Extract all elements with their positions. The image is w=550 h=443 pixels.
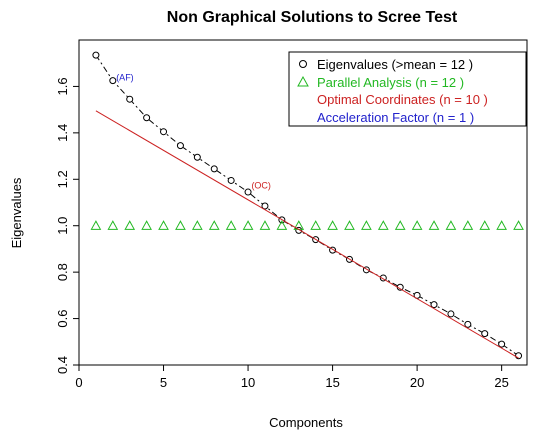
parallel-analysis-point: [445, 220, 457, 230]
parallel-analysis-point: [259, 220, 271, 230]
eigenvalue-point: [481, 330, 489, 338]
parallel-analysis-point: [90, 220, 102, 230]
x-tick-label: 5: [160, 375, 167, 390]
parallel-analysis-point: [191, 220, 203, 230]
parallel-analysis-point: [428, 220, 440, 230]
legend-box: [288, 51, 527, 127]
eigenvalue-point: [126, 95, 134, 103]
eigenvalue-point: [261, 202, 269, 210]
parallel-analysis-point: [175, 220, 186, 230]
parallel-analysis-point: [513, 220, 524, 230]
parallel-analysis-point: [479, 220, 491, 230]
legend: Eigenvalues (>mean = 12 ) Parallel Analys…: [288, 51, 527, 127]
legend-entry-label: Acceleration Factor (n = 1 ): [317, 110, 474, 125]
optimal-coordinates-line: [95, 110, 519, 359]
legend-entry-label: Eigenvalues (>mean = 12 ): [317, 57, 473, 72]
eigenvalue-point: [498, 340, 506, 348]
annotation-label: (OC): [251, 181, 271, 191]
y-tick-label: 0.8: [55, 263, 70, 281]
parallel-analysis-point: [158, 220, 169, 230]
parallel-analysis-point: [327, 220, 338, 230]
parallel-analysis-point: [242, 220, 254, 230]
legend-marker-triangle: [297, 75, 309, 87]
plot-series: [90, 51, 524, 360]
parallel-analysis-point: [377, 220, 389, 230]
plot-annotations: (AF) (OC): [116, 73, 271, 191]
eigenvalue-point: [92, 51, 100, 59]
parallel-analysis-point: [276, 220, 288, 230]
parallel-analysis-point: [496, 220, 507, 230]
x-tick-label: 20: [410, 375, 424, 390]
eigenvalue-point: [176, 142, 184, 150]
eigenvalue-point: [160, 128, 168, 136]
parallel-analysis-point: [344, 220, 355, 230]
legend-entry-label: Optimal Coordinates (n = 10 ): [317, 92, 488, 107]
eigenvalue-point: [227, 176, 235, 184]
parallel-analysis-point: [107, 220, 119, 230]
x-tick-label: 25: [494, 375, 508, 390]
parallel-analysis-point: [225, 220, 237, 230]
eigenvalue-point: [430, 301, 438, 309]
eigenvalue-point: [447, 310, 455, 318]
y-tick-label: 0.6: [55, 310, 70, 328]
parallel-analysis-point: [361, 220, 372, 230]
parallel-analysis-point: [394, 220, 406, 230]
eigenvalue-point: [193, 153, 201, 161]
x-tick-label: 0: [75, 375, 82, 390]
eigenvalue-point: [109, 77, 117, 85]
y-tick-label: 1.4: [55, 124, 70, 142]
x-tick-label: 10: [241, 375, 255, 390]
eigenvalue-point: [210, 165, 218, 173]
chart-title: Non Graphical Solutions to Scree Test: [167, 9, 458, 26]
legend-entry-label: Parallel Analysis (n = 12 ): [317, 75, 464, 90]
y-tick-label: 1.0: [55, 217, 70, 235]
y-tick-label: 1.6: [55, 77, 70, 95]
x-axis-label: Components: [269, 415, 343, 430]
y-tick-label: 0.4: [55, 356, 70, 374]
plot-axes: 0 5 10 15 20 25 0.4 0.6 0.8 1.0 1.2 1.4 1.6: [55, 39, 528, 390]
x-tick-label: 15: [325, 375, 339, 390]
eigenvalues-line: [95, 54, 519, 357]
eigenvalue-point: [464, 320, 472, 328]
y-axis-label: Eigenvalues: [9, 177, 24, 248]
eigenvalue-point: [143, 114, 151, 122]
plot-frame: [78, 39, 528, 366]
parallel-analysis-point: [124, 220, 136, 230]
parallel-analysis-point: [208, 220, 220, 230]
parallel-analysis-point: [310, 220, 322, 230]
legend-marker-circle: [299, 60, 307, 68]
eigenvalue-point: [244, 188, 252, 196]
parallel-analysis-point: [141, 220, 152, 230]
annotation-label: (AF): [116, 73, 133, 83]
parallel-analysis-point: [462, 220, 474, 230]
parallel-analysis-point: [411, 220, 423, 230]
y-tick-label: 1.2: [55, 170, 70, 188]
